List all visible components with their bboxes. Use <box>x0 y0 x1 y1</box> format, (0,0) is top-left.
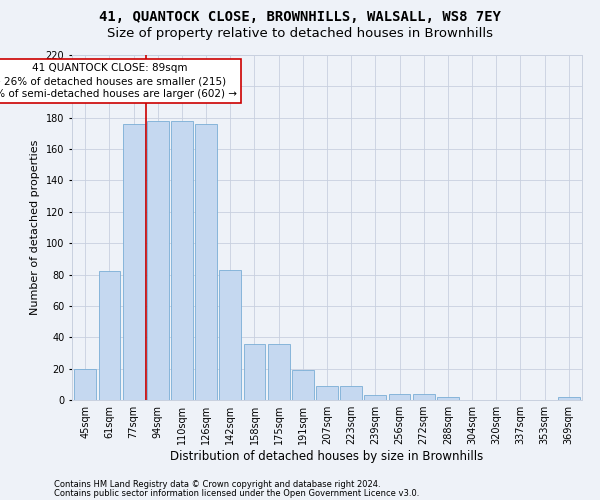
Bar <box>171 121 193 400</box>
Text: Contains public sector information licensed under the Open Government Licence v3: Contains public sector information licen… <box>54 489 419 498</box>
Text: 41 QUANTOCK CLOSE: 89sqm
← 26% of detached houses are smaller (215)
73% of semi-: 41 QUANTOCK CLOSE: 89sqm ← 26% of detach… <box>0 63 237 99</box>
Text: Size of property relative to detached houses in Brownhills: Size of property relative to detached ho… <box>107 28 493 40</box>
Bar <box>98 272 121 400</box>
Bar <box>147 121 169 400</box>
Bar <box>292 370 314 400</box>
Bar <box>220 270 241 400</box>
Text: 41, QUANTOCK CLOSE, BROWNHILLS, WALSALL, WS8 7EY: 41, QUANTOCK CLOSE, BROWNHILLS, WALSALL,… <box>99 10 501 24</box>
Bar <box>389 394 410 400</box>
Bar <box>437 397 459 400</box>
Bar <box>558 397 580 400</box>
Bar <box>195 124 217 400</box>
Bar <box>123 124 145 400</box>
Bar <box>74 368 96 400</box>
Bar <box>268 344 290 400</box>
Bar <box>364 396 386 400</box>
Bar <box>340 386 362 400</box>
Bar <box>413 394 434 400</box>
Bar <box>316 386 338 400</box>
X-axis label: Distribution of detached houses by size in Brownhills: Distribution of detached houses by size … <box>170 450 484 463</box>
Y-axis label: Number of detached properties: Number of detached properties <box>30 140 40 315</box>
Bar <box>244 344 265 400</box>
Text: Contains HM Land Registry data © Crown copyright and database right 2024.: Contains HM Land Registry data © Crown c… <box>54 480 380 489</box>
